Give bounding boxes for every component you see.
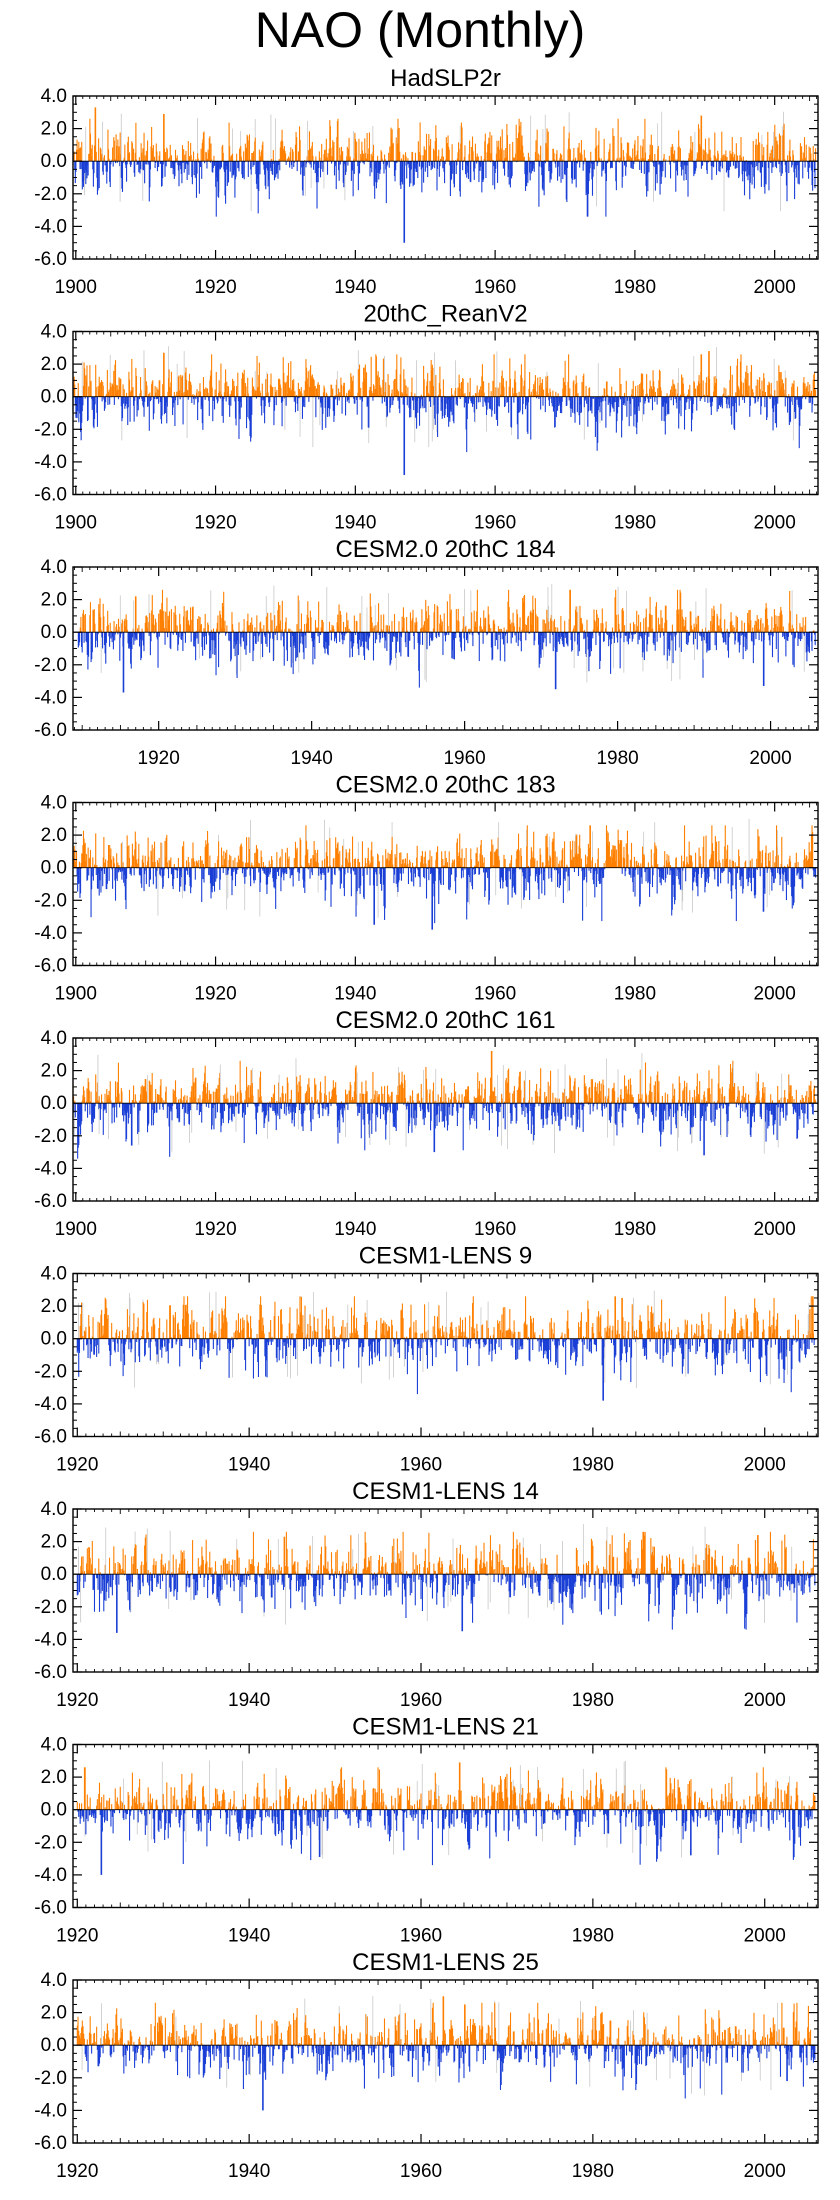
chart-panel-3: CESM2.0 20thC 184 4.0 2.0 0.0 -2.0 -4.0 -6.0 19… <box>34 536 819 769</box>
x-tick-label: 1900 <box>55 513 97 534</box>
y-tick-label: 0.0 <box>41 622 67 643</box>
y-tick-label: -2.0 <box>34 655 67 676</box>
bar-series <box>72 818 817 930</box>
x-tick-label: 1920 <box>194 277 236 298</box>
chart-panel-1: HadSLP2r 4.0 2.0 0.0 -2.0 -4.0 -6.0 1900 1920 194… <box>34 65 819 298</box>
y-tick-label: 2.0 <box>41 354 67 375</box>
x-tick-label: 1940 <box>334 277 376 298</box>
y-tick-label: -4.0 <box>34 452 67 473</box>
y-tick-label: 4.0 <box>41 322 67 343</box>
bar-series <box>72 346 817 475</box>
bar-series <box>72 107 817 243</box>
y-tick-label: -2.0 <box>34 184 67 205</box>
y-tick-label: -4.0 <box>34 216 67 237</box>
y-tick-label: -6.0 <box>34 720 67 741</box>
x-tick-label: 1960 <box>474 513 516 534</box>
x-tick-label: 1980 <box>596 748 638 769</box>
figure-title: NAO (Monthly) <box>254 2 586 58</box>
bar-series <box>77 583 816 693</box>
x-tick-label: 1920 <box>138 748 180 769</box>
x-tick-label: 1940 <box>334 513 376 534</box>
y-tick-label: -2.0 <box>34 419 67 440</box>
y-tick-label: 2.0 <box>41 590 67 611</box>
x-tick-label: 1980 <box>614 277 656 298</box>
plot-frame <box>72 95 819 260</box>
chart-panel-4: CESM2.0 20thC 1834.02.00.0-2.0-4.0-6.019… <box>34 772 819 1005</box>
panel-title: HadSLP2r <box>390 65 501 92</box>
x-tick-label: 1920 <box>194 513 236 534</box>
y-tick-label: 0.0 <box>41 151 67 172</box>
y-tick-label: 0.0 <box>41 387 67 408</box>
y-tick-label: -6.0 <box>34 249 67 270</box>
y-tick-label: 4.0 <box>41 86 67 107</box>
y-tick-label: 2.0 <box>41 119 67 140</box>
x-tick-label: 1960 <box>474 277 516 298</box>
panel-title: CESM2.0 20thC 184 <box>335 536 555 563</box>
x-tick-label: 1960 <box>443 748 485 769</box>
y-tick-label: 4.0 <box>41 557 67 578</box>
x-tick-label: 1980 <box>614 513 656 534</box>
x-tick-label: 2000 <box>749 748 791 769</box>
chart-panel-2: 20thC_ReanV2 4.0 2.0 0.0 -2.0 -4.0 -6.0 1900 192… <box>34 301 819 534</box>
panel-title: 20thC_ReanV2 <box>363 301 527 328</box>
y-tick-label: -6.0 <box>34 485 67 506</box>
x-tick-label: 2000 <box>754 277 796 298</box>
x-tick-label: 1940 <box>291 748 333 769</box>
x-tick-label: 2000 <box>754 513 796 534</box>
y-tick-label: -4.0 <box>34 687 67 708</box>
panel-title: CESM2.0 20thC 183 <box>335 772 555 799</box>
x-tick-label: 1900 <box>55 277 97 298</box>
